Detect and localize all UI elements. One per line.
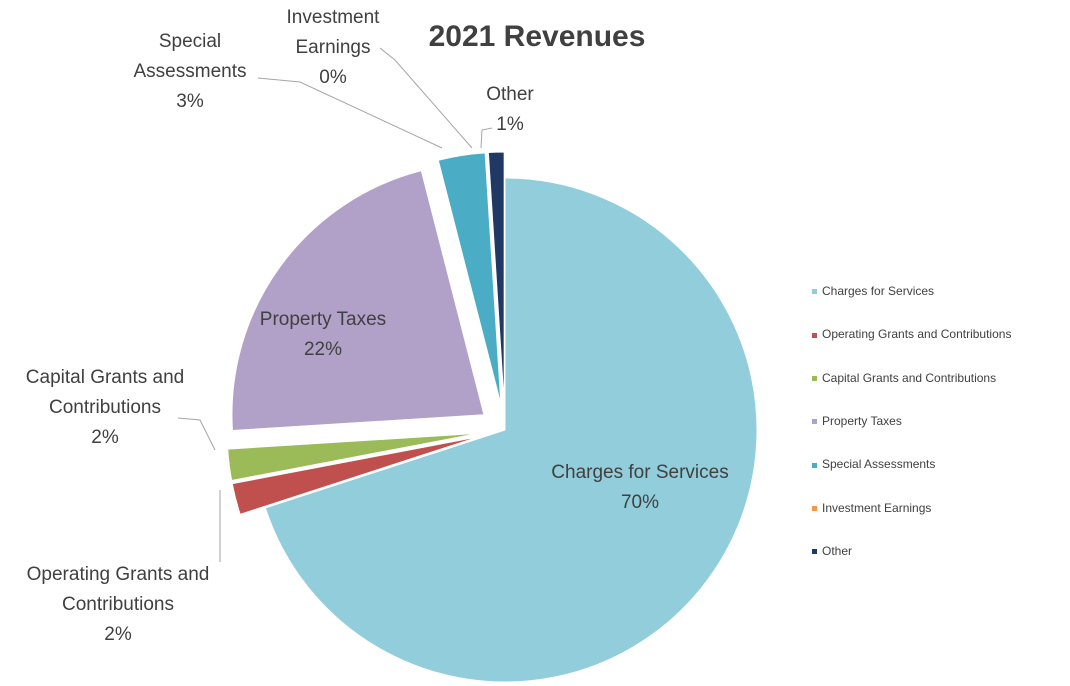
legend-swatch (812, 505, 817, 511)
pie-slice (227, 432, 480, 482)
legend-item: Special Assessments (812, 457, 935, 471)
leader-line (480, 127, 493, 149)
data-label-name: Charges for Services (551, 462, 729, 483)
pie-slice (487, 152, 504, 405)
pie-slice (437, 152, 502, 405)
chart-title: 2021 Revenues (428, 20, 646, 53)
legend-label: Charges for Services (822, 284, 935, 298)
data-label-name: Investment Earnings (286, 7, 380, 58)
pie-slice (231, 435, 480, 515)
data-label-value: 0% (319, 67, 347, 88)
legend-item: Other (812, 544, 852, 558)
legend-item: Operating Grants and Contributions (812, 327, 1011, 341)
legend-swatch (812, 332, 817, 338)
legend-swatch (812, 462, 817, 468)
data-label-value: 3% (176, 91, 204, 112)
data-label: Other 1% (470, 80, 550, 140)
data-label: Charges for Services 70% (520, 458, 760, 518)
data-label-value: 2% (91, 427, 119, 448)
data-label-value: 2% (104, 624, 132, 645)
data-label-name: Other (486, 84, 534, 105)
data-label: Operating Grants and Contributions 2% (0, 560, 238, 650)
legend-label: Operating Grants and Contributions (822, 327, 1012, 342)
legend-item: Capital Grants and Contributions (812, 371, 996, 385)
leader-line (177, 417, 216, 451)
legend-item: Property Taxes (812, 414, 902, 428)
legend-label: Capital Grants and Contributions (822, 370, 997, 385)
legend-label: Property Taxes (822, 413, 902, 428)
data-label-name: Capital Grants and Contributions (25, 367, 185, 418)
pie-slice (487, 151, 505, 405)
data-label-value: 70% (620, 492, 660, 513)
legend-swatch (812, 549, 817, 555)
leader-line (379, 47, 473, 149)
leader-lines (177, 47, 493, 562)
pie-slice (264, 177, 758, 683)
data-label: Special Assessments 3% (115, 27, 265, 117)
legend-swatch (812, 375, 817, 381)
data-label-name: Operating Grants and Contributions (26, 564, 210, 615)
leader-line (257, 77, 443, 149)
data-label-value: 1% (496, 114, 524, 135)
legend-label: Investment Earnings (822, 500, 932, 515)
legend-label: Other (822, 543, 853, 558)
data-label-value: 22% (303, 339, 343, 360)
data-label: Investment Earnings 0% (268, 3, 398, 93)
data-label: Property Taxes 22% (233, 305, 413, 365)
legend-label: Special Assessments (822, 457, 936, 472)
data-label-name: Special Assessments (133, 31, 247, 82)
legend-item: Charges for Services (812, 284, 934, 298)
legend-item: Investment Earnings (812, 501, 931, 515)
legend-swatch (812, 289, 817, 295)
pie-slice (231, 170, 485, 432)
legend-swatch (812, 419, 817, 425)
data-label-name: Property Taxes (259, 309, 387, 330)
data-label: Capital Grants and Contributions 2% (5, 363, 205, 453)
